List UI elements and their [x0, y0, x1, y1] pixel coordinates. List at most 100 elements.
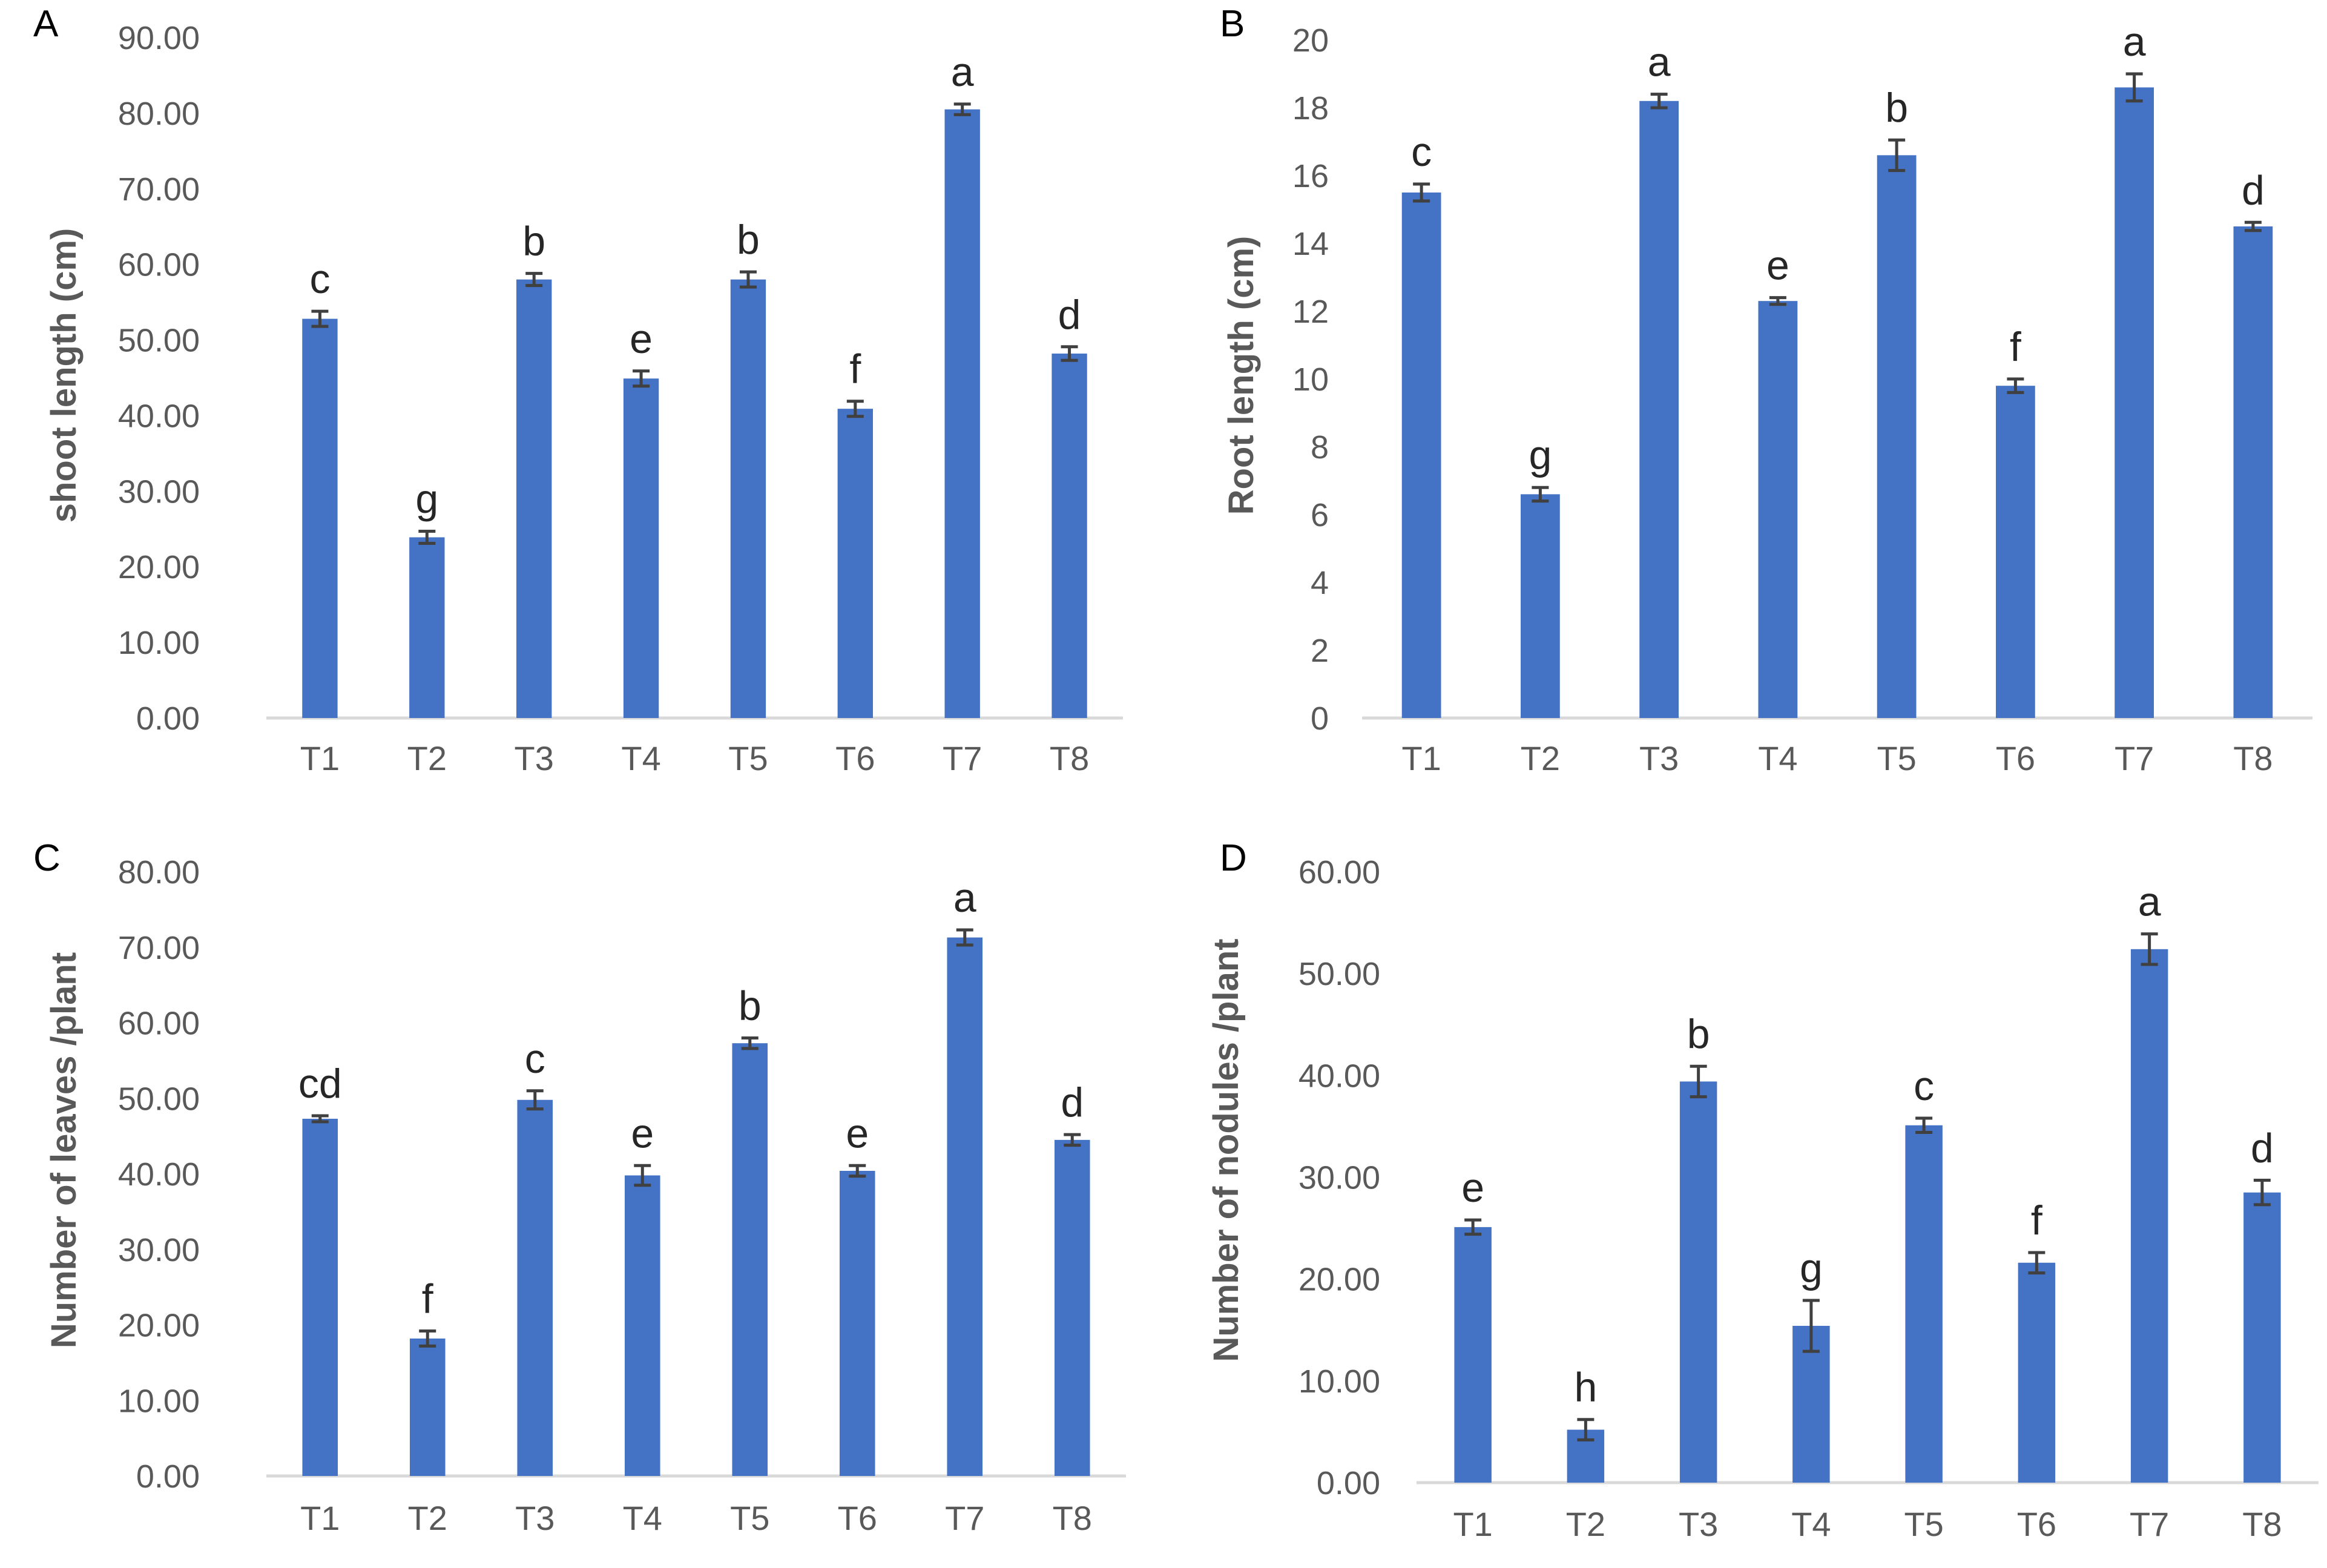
bar-b-t7: [2115, 87, 2154, 718]
x-tick-label-b-t7: T7: [2115, 739, 2154, 777]
y-tick-label-b-10: 20: [1292, 22, 1329, 59]
y-tick-label-b-6: 12: [1292, 294, 1329, 330]
x-tick-label-c-t7: T7: [945, 1499, 984, 1537]
sig-label-b-t3: a: [1648, 39, 1671, 85]
bar-d-t7: [2130, 949, 2168, 1483]
error-bar-d-t6: [2028, 1251, 2046, 1275]
bar-a-t5: [730, 279, 766, 719]
bar-d-t6: [2018, 1262, 2056, 1483]
error-bar-b-t1: [1413, 182, 1430, 203]
y-tick-label-d-4: 40.00: [1298, 1058, 1380, 1094]
y-tick-label-b-3: 6: [1311, 497, 1329, 533]
y-tick-label-a-2: 20.00: [118, 549, 200, 585]
bar-c-t8: [1054, 1139, 1090, 1476]
bar-c-t1: [302, 1118, 338, 1476]
y-tick-label-b-0: 0: [1311, 700, 1329, 737]
sig-label-d-t3: b: [1687, 1011, 1710, 1057]
y-tick-label-a-7: 70.00: [118, 171, 200, 208]
sig-label-a-t8: d: [1058, 292, 1081, 338]
x-tick-label-d-t5: T5: [1904, 1505, 1943, 1543]
error-bar-b-t4: [1769, 296, 1786, 306]
y-tick-label-c-0: 0.00: [136, 1458, 200, 1495]
sig-label-d-t8: d: [2251, 1125, 2274, 1171]
bar-c-t2: [409, 1338, 446, 1476]
x-tick-label-a-t8: T8: [1050, 739, 1089, 777]
sig-label-a-t4: e: [630, 316, 653, 362]
panel-b: B Root length (cm) 0 2 4 6 8 10 12 14 16 18 20 c T1 g T2…: [1220, 3, 2312, 777]
error-bar-d-t5: [1915, 1116, 1933, 1135]
sig-label-b-t7: a: [2123, 19, 2146, 65]
x-tick-label-a-t4: T4: [621, 739, 660, 777]
x-tick-label-d-t7: T7: [2130, 1505, 2169, 1543]
y-tick-label-a-9: 90.00: [118, 20, 200, 56]
sig-label-b-t5: b: [1885, 85, 1908, 131]
x-tick-label-b-t3: T3: [1639, 739, 1679, 777]
bar-b-t1: [1401, 193, 1441, 718]
y-tick-label-b-8: 16: [1292, 158, 1329, 194]
y-tick-label-c-6: 60.00: [118, 1006, 200, 1042]
error-bar-a-t3: [525, 272, 543, 288]
bar-c-t6: [839, 1171, 875, 1476]
sig-label-c-t4: e: [631, 1110, 654, 1156]
error-bar-b-t3: [1650, 93, 1668, 110]
y-tick-label-c-8: 80.00: [118, 854, 200, 891]
error-bar-d-t1: [1464, 1218, 1482, 1236]
x-tick-label-d-t4: T4: [1791, 1505, 1831, 1543]
sig-label-c-t5: b: [739, 983, 762, 1029]
x-tick-label-a-t2: T2: [407, 739, 447, 777]
bar-a-t6: [837, 409, 873, 718]
y-tick-label-b-5: 10: [1292, 361, 1329, 398]
sig-label-c-t7: a: [953, 875, 976, 921]
error-bar-b-t8: [2244, 220, 2262, 232]
sig-label-d-t2: h: [1574, 1365, 1597, 1411]
y-tick-label-d-3: 30.00: [1298, 1160, 1380, 1196]
bar-d-t3: [1679, 1081, 1717, 1483]
x-tick-label-c-t4: T4: [623, 1499, 662, 1537]
y-tick-label-c-1: 10.00: [118, 1383, 200, 1419]
error-bar-a-t6: [846, 400, 864, 418]
y-tick-label-c-2: 20.00: [118, 1308, 200, 1344]
bar-b-t5: [1877, 155, 1917, 718]
error-bar-d-t4: [1802, 1299, 1820, 1353]
y-tick-label-a-1: 10.00: [118, 625, 200, 661]
bar-d-t1: [1454, 1227, 1492, 1483]
bar-c-t7: [947, 937, 983, 1476]
panel-d: D Number of nodules /plant 0.00 10.00 20.00 3…: [1206, 837, 2319, 1543]
error-bar-b-t6: [2007, 377, 2024, 394]
bar-d-t5: [1905, 1125, 1943, 1483]
y-tick-label-b-9: 18: [1292, 90, 1329, 127]
bar-b-t2: [1520, 494, 1560, 718]
x-tick-label-c-t3: T3: [515, 1499, 555, 1537]
y-tick-label-a-5: 50.00: [118, 323, 200, 359]
y-tick-label-c-4: 40.00: [118, 1156, 200, 1193]
y-axis-label-c: Number of leaves /plant: [44, 952, 84, 1348]
x-tick-label-c-t6: T6: [838, 1499, 877, 1537]
sig-label-a-t7: a: [951, 49, 974, 95]
error-bar-d-t3: [1690, 1064, 1707, 1099]
sig-label-a-t6: f: [849, 346, 861, 392]
panel-letter-a: A: [33, 3, 59, 45]
bar-b-t4: [1758, 301, 1798, 718]
sig-label-d-t5: c: [1914, 1063, 1934, 1109]
sig-label-b-t4: e: [1766, 243, 1789, 289]
bar-c-t5: [732, 1043, 768, 1476]
sig-label-b-t1: c: [1411, 129, 1432, 175]
y-tick-label-d-0: 0.00: [1317, 1465, 1380, 1501]
error-bar-c-t5: [741, 1036, 759, 1050]
x-tick-label-d-t1: T1: [1453, 1505, 1492, 1543]
error-bar-d-t2: [1577, 1418, 1595, 1441]
x-tick-label-b-t8: T8: [2233, 739, 2273, 777]
sig-label-a-t3: b: [522, 219, 545, 265]
bar-b-t6: [1995, 386, 2035, 718]
bar-c-t3: [517, 1099, 553, 1476]
bar-d-t8: [2243, 1192, 2281, 1483]
y-tick-label-b-4: 8: [1311, 429, 1329, 466]
x-tick-label-a-t1: T1: [300, 739, 340, 777]
sig-label-c-t2: f: [422, 1276, 433, 1322]
sig-label-b-t6: f: [2010, 324, 2021, 370]
sig-label-d-t1: e: [1461, 1165, 1484, 1211]
x-tick-label-d-t6: T6: [2017, 1505, 2056, 1543]
error-bar-c-t6: [849, 1164, 866, 1178]
y-tick-label-c-7: 70.00: [118, 930, 200, 966]
error-bar-c-t2: [419, 1329, 436, 1348]
